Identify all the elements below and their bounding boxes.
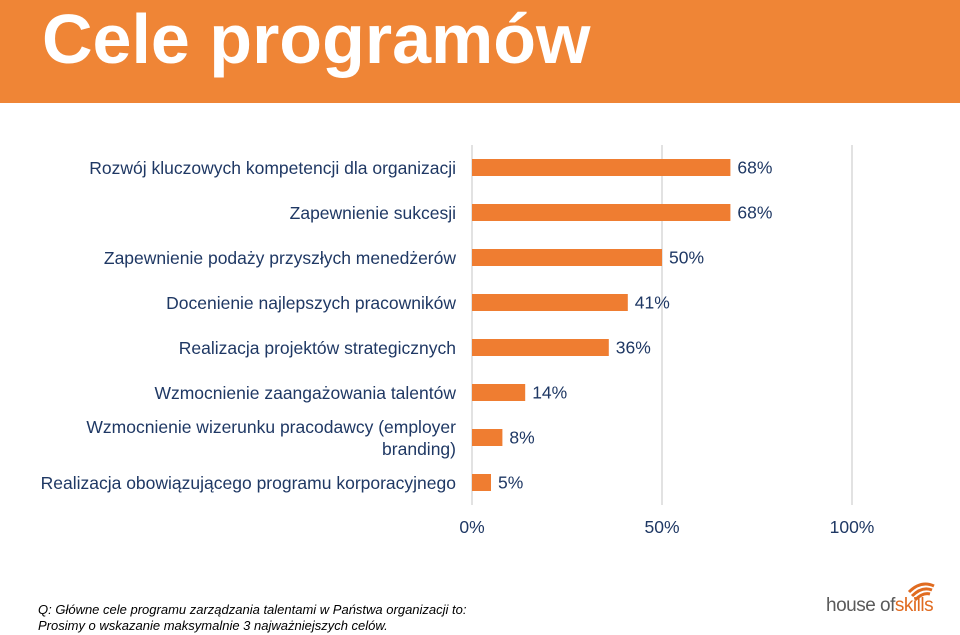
footnote-question: Q: Główne cele programu zarządzania tale… [38, 602, 467, 618]
bar [472, 384, 525, 401]
data-label: 36% [616, 338, 651, 358]
data-label: 8% [509, 428, 534, 448]
data-label: 68% [737, 203, 772, 223]
category-label: Docenienie najlepszych pracowników [36, 292, 456, 314]
data-label: 68% [737, 158, 772, 178]
logo-text-skills: skills [895, 595, 933, 616]
category-label: Realizacja obowiązującego programu korpo… [36, 472, 456, 494]
logo-text-house: house of [826, 595, 895, 616]
bar [472, 339, 609, 356]
category-label: Realizacja projektów strategicznych [36, 337, 456, 359]
data-label: 50% [669, 248, 704, 268]
bar [472, 249, 662, 266]
category-label: Zapewnienie podaży przyszłych menedżerów [36, 247, 456, 269]
bar [472, 429, 502, 446]
bar [472, 159, 730, 176]
category-label: Zapewnienie sukcesji [36, 202, 456, 224]
bar [472, 294, 628, 311]
x-tick-label: 100% [830, 517, 875, 537]
data-label: 41% [635, 293, 670, 313]
category-label: Wzmocnienie zaangażowania talentów [36, 382, 456, 404]
footnote-instruction: Prosimy o wskazanie maksymalnie 3 najważ… [38, 618, 467, 634]
house-of-skills-logo: house ofskills [826, 578, 936, 618]
logo-text: house ofskills [826, 595, 933, 617]
bar [472, 474, 491, 491]
footnote: Q: Główne cele programu zarządzania tale… [38, 602, 467, 634]
x-tick-label: 50% [644, 517, 679, 537]
category-label: Rozwój kluczowych kompetencji dla organi… [36, 157, 456, 179]
data-label: 14% [532, 383, 567, 403]
category-label: Wzmocnienie wizerunku pracodawcy (employ… [36, 416, 456, 460]
data-label: 5% [498, 473, 523, 493]
x-tick-label: 0% [459, 517, 484, 537]
bar [472, 204, 730, 221]
